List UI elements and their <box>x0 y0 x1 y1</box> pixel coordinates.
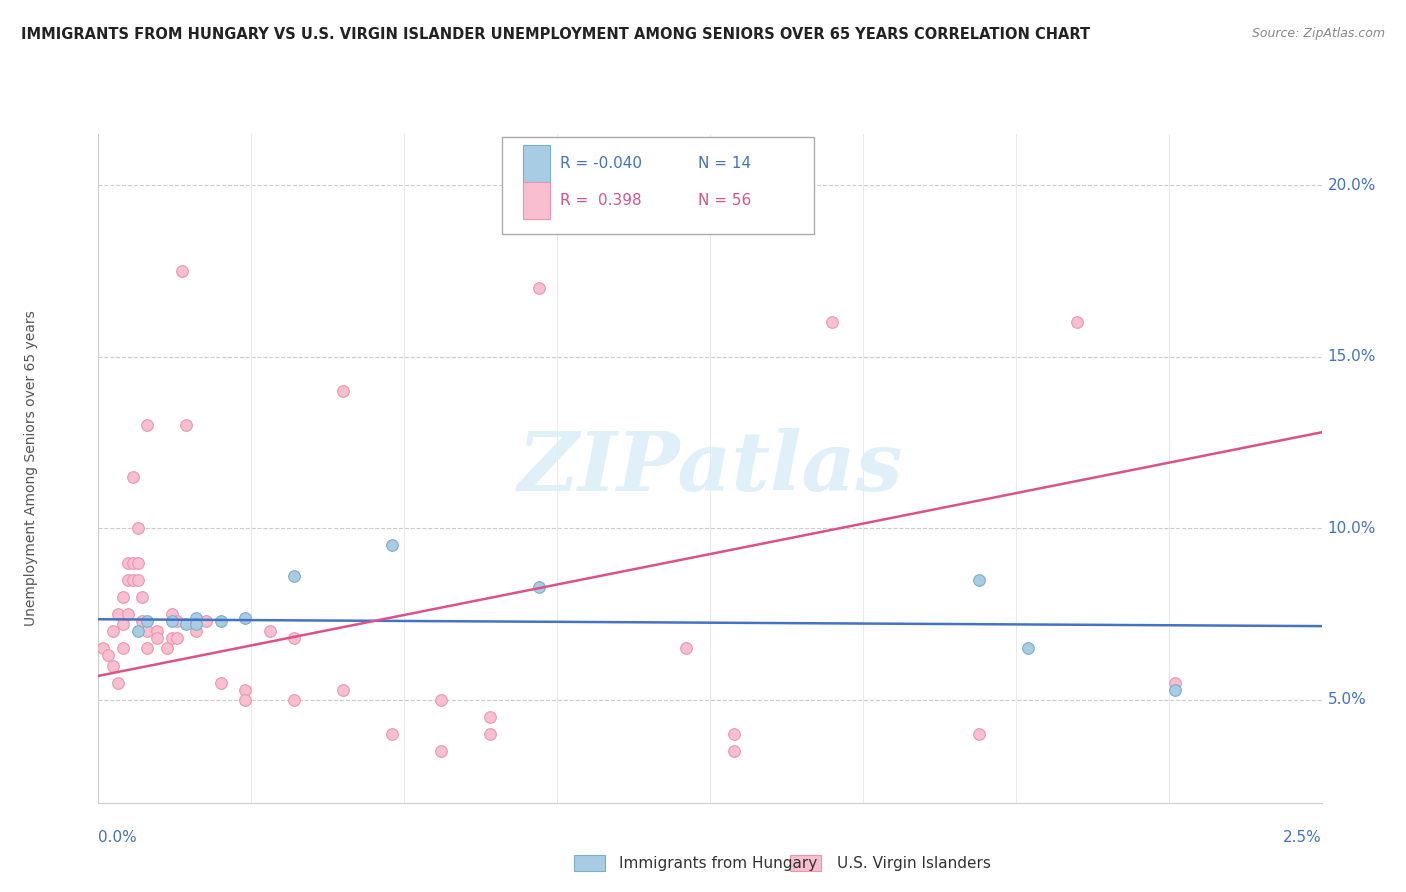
Point <box>430 693 453 707</box>
Point <box>127 556 149 570</box>
Text: 15.0%: 15.0% <box>1327 350 1376 364</box>
Point <box>111 641 134 656</box>
Point <box>136 641 159 656</box>
Point <box>332 384 354 398</box>
Point <box>430 744 453 758</box>
Text: 20.0%: 20.0% <box>1327 178 1376 193</box>
Point <box>166 614 188 628</box>
Point <box>233 682 256 697</box>
Point <box>1017 641 1039 656</box>
Point <box>283 693 305 707</box>
Point <box>259 624 281 639</box>
FancyBboxPatch shape <box>523 182 550 219</box>
Point <box>195 614 218 628</box>
Point <box>283 631 305 645</box>
Point <box>527 281 550 295</box>
Point <box>176 617 198 632</box>
Point <box>160 614 183 628</box>
Text: R =  0.398: R = 0.398 <box>560 193 641 208</box>
Point <box>186 610 208 624</box>
Point <box>121 556 143 570</box>
Text: N = 56: N = 56 <box>697 193 751 208</box>
Point <box>967 727 990 741</box>
Text: R = -0.040: R = -0.040 <box>560 156 641 171</box>
Point <box>127 573 149 587</box>
Text: Immigrants from Hungary: Immigrants from Hungary <box>619 856 817 871</box>
Point <box>131 614 153 628</box>
Text: N = 14: N = 14 <box>697 156 751 171</box>
Point <box>821 316 844 330</box>
Point <box>233 610 256 624</box>
Point <box>381 539 404 553</box>
Point <box>127 521 149 535</box>
Point <box>233 693 256 707</box>
Bar <box>574 855 605 871</box>
Point <box>131 590 153 604</box>
Point <box>1164 682 1187 697</box>
FancyBboxPatch shape <box>523 145 550 182</box>
Point <box>117 556 139 570</box>
Point <box>186 617 208 632</box>
Bar <box>790 855 821 871</box>
Point <box>478 710 501 724</box>
Text: IMMIGRANTS FROM HUNGARY VS U.S. VIRGIN ISLANDER UNEMPLOYMENT AMONG SENIORS OVER : IMMIGRANTS FROM HUNGARY VS U.S. VIRGIN I… <box>21 27 1090 42</box>
Text: Source: ZipAtlas.com: Source: ZipAtlas.com <box>1251 27 1385 40</box>
Point <box>967 573 990 587</box>
Point <box>91 641 114 656</box>
Point <box>101 658 124 673</box>
Point <box>176 418 198 433</box>
Point <box>209 675 232 690</box>
FancyBboxPatch shape <box>502 137 814 235</box>
Text: Unemployment Among Seniors over 65 years: Unemployment Among Seniors over 65 years <box>24 310 38 626</box>
Point <box>209 614 232 628</box>
Point <box>121 470 143 484</box>
Point <box>170 264 193 278</box>
Text: 2.5%: 2.5% <box>1282 830 1322 845</box>
Point <box>723 744 745 758</box>
Point <box>117 573 139 587</box>
Point <box>675 641 697 656</box>
Point <box>381 727 404 741</box>
Point <box>111 590 134 604</box>
Point <box>156 641 179 656</box>
Point <box>107 607 129 621</box>
Point <box>136 624 159 639</box>
Point <box>101 624 124 639</box>
Point <box>107 675 129 690</box>
Point <box>186 624 208 639</box>
Point <box>136 418 159 433</box>
Text: 0.0%: 0.0% <box>98 830 138 845</box>
Point <box>97 648 120 663</box>
Point <box>527 580 550 594</box>
Point <box>121 573 143 587</box>
Point <box>146 624 169 639</box>
Point <box>127 624 149 639</box>
Point <box>160 607 183 621</box>
Text: 5.0%: 5.0% <box>1327 692 1367 707</box>
Point <box>1066 316 1088 330</box>
Point <box>117 607 139 621</box>
Point <box>136 614 159 628</box>
Text: U.S. Virgin Islanders: U.S. Virgin Islanders <box>837 856 990 871</box>
Point <box>166 631 188 645</box>
Point <box>478 727 501 741</box>
Point <box>186 617 208 632</box>
Point <box>111 617 134 632</box>
Point <box>332 682 354 697</box>
Text: ZIPatlas: ZIPatlas <box>517 428 903 508</box>
Point <box>160 631 183 645</box>
Point <box>146 631 169 645</box>
Text: 10.0%: 10.0% <box>1327 521 1376 536</box>
Point <box>1164 675 1187 690</box>
Point <box>283 569 305 583</box>
Point <box>723 727 745 741</box>
